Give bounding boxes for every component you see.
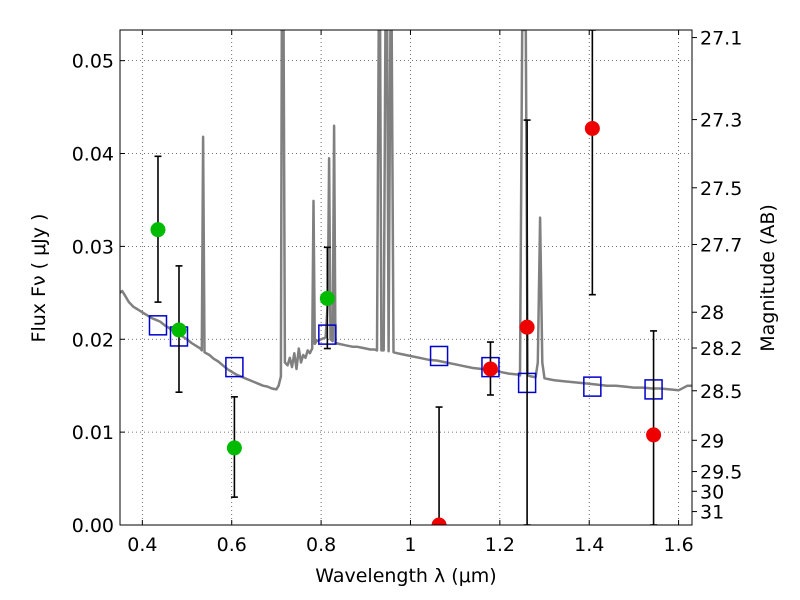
photometry-point bbox=[171, 322, 187, 338]
photometry-point bbox=[482, 361, 498, 377]
photometry-point bbox=[319, 290, 335, 306]
x-tick-label: 1.2 bbox=[485, 534, 515, 556]
mag-tick-label: 29 bbox=[700, 430, 724, 452]
model-flux-square bbox=[225, 356, 244, 378]
mag-tick-label: 29.5 bbox=[700, 462, 742, 484]
y-tick-label: 0.05 bbox=[72, 51, 114, 73]
x-tick-label: 0.6 bbox=[217, 534, 247, 556]
x-tick-label: 1 bbox=[404, 534, 416, 556]
model-flux-square bbox=[148, 315, 168, 336]
mag-tick-label: 28 bbox=[700, 302, 724, 324]
x-tick-label: 1.6 bbox=[663, 534, 693, 556]
mag-tick-label: 30 bbox=[700, 481, 724, 503]
model-flux-square bbox=[583, 376, 602, 397]
clipped-series bbox=[120, 30, 692, 525]
photometry-point bbox=[519, 319, 535, 335]
mag-tick-label: 28.2 bbox=[700, 338, 742, 360]
y-axis-label: Flux Fν ( μJy ) bbox=[28, 214, 50, 343]
right-axis-label: Magnitude (AB) bbox=[757, 204, 779, 352]
y-tick-label: 0.03 bbox=[72, 236, 114, 258]
plot-area bbox=[120, 30, 692, 525]
mag-tick-label: 27.3 bbox=[700, 110, 742, 132]
x-tick-label: 0.4 bbox=[127, 534, 157, 556]
photometry-point bbox=[226, 440, 242, 456]
mag-tick-label: 27.5 bbox=[700, 178, 742, 200]
mag-tick-label: 31 bbox=[700, 502, 724, 524]
mag-tick-label: 27.1 bbox=[700, 28, 742, 50]
axes: 0.4 0.6 0.8 1 1.2 1.4 1.6 0.00 0.01 0.02 0.03 0.04 0… bbox=[72, 28, 743, 556]
model-flux-square bbox=[429, 345, 449, 367]
sed-model-line bbox=[120, 30, 692, 392]
mag-tick-label: 27.7 bbox=[700, 235, 742, 257]
y-tick-label: 0.00 bbox=[72, 515, 114, 537]
y-tick-label: 0.04 bbox=[72, 144, 114, 166]
grid-lines bbox=[120, 30, 692, 526]
photometry-point bbox=[584, 120, 600, 136]
x-tick-label: 1.4 bbox=[574, 534, 604, 556]
y-tick-label: 0.01 bbox=[72, 422, 114, 444]
plot-frame bbox=[119, 29, 693, 526]
x-axis-label: Wavelength λ (μm) bbox=[315, 565, 496, 587]
photometry-point bbox=[646, 427, 662, 443]
mag-tick-label: 28.5 bbox=[700, 381, 742, 403]
x-tick-label: 0.8 bbox=[306, 534, 336, 556]
y-tick-label: 0.02 bbox=[72, 329, 114, 351]
photometry-point bbox=[431, 517, 447, 525]
photometry-point bbox=[150, 222, 166, 238]
